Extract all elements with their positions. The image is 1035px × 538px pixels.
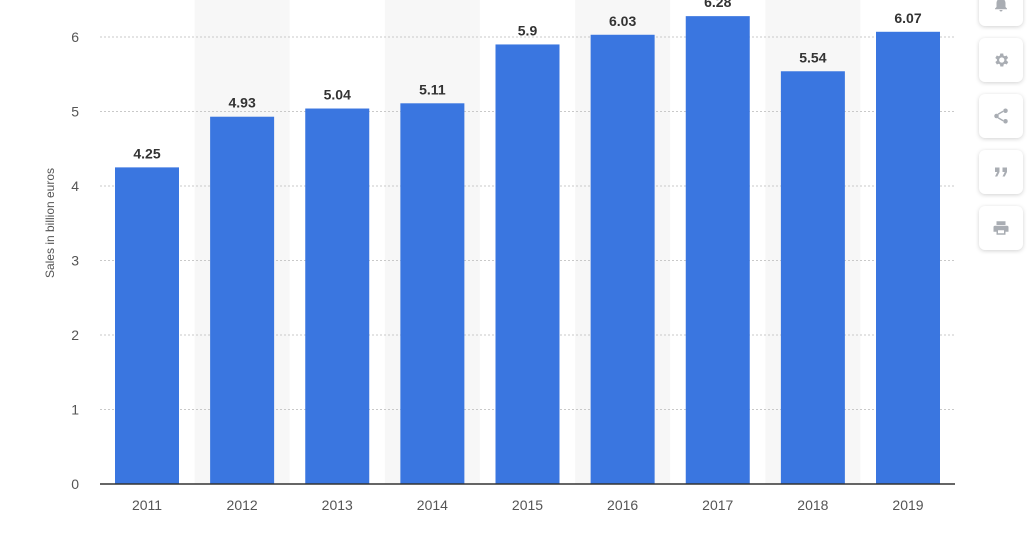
data-labels: 4.25 4.93 5.04 5.11 5.9 6.03 6.28 5.54 6.07 (133, 0, 921, 161)
bar-2017 (685, 16, 750, 484)
data-label-2019: 6.07 (894, 10, 921, 26)
y-tick-label-6: 6 (71, 29, 79, 45)
cite-button[interactable] (979, 150, 1023, 194)
data-label-2015: 5.9 (518, 22, 538, 38)
bar-2014 (400, 103, 465, 485)
notification-button[interactable] (979, 0, 1023, 26)
y-tick-label-5: 5 (71, 104, 79, 120)
settings-button[interactable] (979, 38, 1023, 82)
x-tick-label-2015: 2015 (512, 497, 543, 513)
x-tick-label-2016: 2016 (607, 497, 638, 513)
y-tick-label-4: 4 (71, 178, 79, 194)
data-label-2017: 6.28 (704, 0, 731, 10)
bar-2016 (590, 34, 655, 484)
data-label-2011: 4.25 (133, 145, 160, 161)
data-label-2014: 5.11 (419, 81, 446, 97)
y-axis-tick-labels: 0 1 2 3 4 5 6 (71, 29, 79, 492)
chart-toolbar (979, 0, 1023, 262)
share-button[interactable] (979, 94, 1023, 138)
x-tick-label-2011: 2011 (132, 497, 162, 513)
x-tick-label-2017: 2017 (702, 497, 733, 513)
data-label-2018: 5.54 (799, 49, 826, 65)
bell-icon (995, 0, 1007, 12)
y-tick-label-3: 3 (71, 253, 79, 269)
x-tick-label-2012: 2012 (227, 497, 258, 513)
data-label-2016: 6.03 (609, 13, 636, 29)
print-button[interactable] (979, 206, 1023, 250)
y-tick-label-1: 1 (71, 402, 79, 418)
x-tick-label-2013: 2013 (322, 497, 353, 513)
x-tick-label-2014: 2014 (417, 497, 448, 513)
bar-2012 (210, 116, 275, 484)
x-tick-label-2019: 2019 (892, 497, 923, 513)
y-tick-label-2: 2 (71, 327, 79, 343)
share-icon (994, 108, 1008, 124)
quote-icon (995, 167, 1007, 177)
bar-2013 (305, 108, 370, 485)
gear-icon (995, 53, 1009, 67)
bar-2018 (780, 71, 845, 485)
x-axis-tick-labels: 2011 2012 2013 2014 2015 2016 2017 2018 2019 (132, 497, 924, 513)
bar-2011 (115, 167, 179, 484)
data-label-2012: 4.93 (229, 95, 256, 111)
bars (115, 16, 940, 485)
y-axis-label: Sales in billion euros (43, 168, 57, 278)
bar-2015 (495, 44, 560, 484)
printer-icon (993, 221, 1009, 235)
y-tick-label-0: 0 (71, 476, 79, 492)
data-label-2013: 5.04 (324, 87, 351, 103)
x-tick-label-2018: 2018 (797, 497, 828, 513)
bar-2019 (876, 31, 940, 484)
